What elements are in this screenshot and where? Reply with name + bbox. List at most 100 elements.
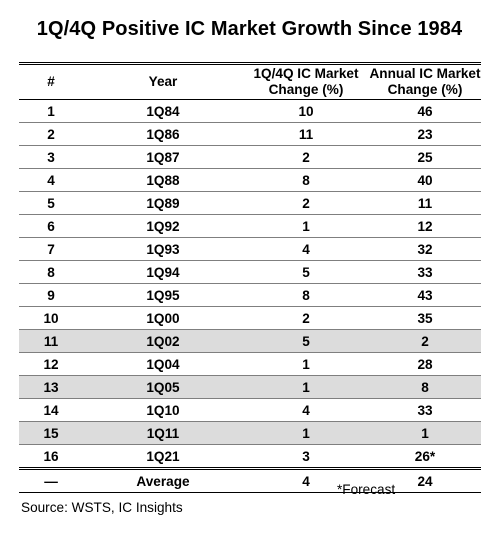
- forecast-footnote: *Forecast: [337, 482, 396, 497]
- row-annual-change-cell: 2: [369, 329, 481, 353]
- table-row: 16 1Q21 3 26*: [19, 444, 481, 470]
- row-quarter-change-cell: 5: [243, 260, 369, 284]
- row-year-cell: 1Q84: [83, 99, 243, 123]
- row-quarter-change-cell: 11: [243, 122, 369, 146]
- header-year: Year: [83, 63, 243, 100]
- row-annual-change-cell: 43: [369, 283, 481, 307]
- row-year-cell: 1Q04: [83, 352, 243, 376]
- header-quarter-change-line2: Change (%): [268, 82, 344, 97]
- row-quarter-change-cell: 1: [243, 375, 369, 399]
- row-num-cell: 7: [19, 237, 83, 261]
- row-year-cell: 1Q94: [83, 260, 243, 284]
- average-row: — Average 4 24: [19, 468, 481, 493]
- row-num-cell: 1: [19, 99, 83, 123]
- row-year-cell: 1Q92: [83, 214, 243, 238]
- average-quarter-change-cell: 4: [243, 468, 369, 493]
- row-annual-change-cell: 12: [369, 214, 481, 238]
- table-body: 1 1Q84 10 46 2 1Q86 11 23 3 1Q87 2 25 4 1Q88 8 40 5 1Q89 2…: [19, 99, 481, 470]
- table-row: 14 1Q10 4 33: [19, 398, 481, 422]
- table-row: 8 1Q94 5 33: [19, 260, 481, 284]
- row-num-cell: 8: [19, 260, 83, 284]
- table-row: 12 1Q04 1 28: [19, 352, 481, 376]
- row-annual-change-cell: 33: [369, 260, 481, 284]
- row-num-cell: 14: [19, 398, 83, 422]
- row-quarter-change-cell: 10: [243, 99, 369, 123]
- row-year-cell: 1Q88: [83, 168, 243, 192]
- row-year-cell: 1Q95: [83, 283, 243, 307]
- row-annual-change-cell: 28: [369, 352, 481, 376]
- table-row: 4 1Q88 8 40: [19, 168, 481, 192]
- row-quarter-change-cell: 8: [243, 168, 369, 192]
- table-row: 6 1Q92 1 12: [19, 214, 481, 238]
- row-num-cell: 15: [19, 421, 83, 445]
- header-quarter-change: 1Q/4Q IC Market Change (%): [243, 63, 369, 100]
- row-year-cell: 1Q00: [83, 306, 243, 330]
- row-quarter-change-cell: 1: [243, 214, 369, 238]
- header-quarter-change-line1: 1Q/4Q IC Market: [253, 66, 359, 81]
- row-num-cell: 3: [19, 145, 83, 169]
- ic-growth-table: # Year 1Q/4Q IC Market Change (%) Annual…: [19, 62, 481, 493]
- row-annual-change-cell: 40: [369, 168, 481, 192]
- row-quarter-change-cell: 3: [243, 444, 369, 470]
- row-num-cell: 11: [19, 329, 83, 353]
- row-quarter-change-cell: 4: [243, 237, 369, 261]
- average-label-cell: Average: [83, 468, 243, 493]
- row-year-cell: 1Q05: [83, 375, 243, 399]
- header-annual-change: Annual IC Market Change (%): [369, 63, 481, 100]
- row-annual-change-cell: 46: [369, 99, 481, 123]
- row-year-cell: 1Q10: [83, 398, 243, 422]
- table-row: 10 1Q00 2 35: [19, 306, 481, 330]
- row-num-cell: 10: [19, 306, 83, 330]
- table-row: 15 1Q11 1 1: [19, 421, 481, 445]
- table-row: 7 1Q93 4 32: [19, 237, 481, 261]
- table-row: 2 1Q86 11 23: [19, 122, 481, 146]
- row-annual-change-cell: 23: [369, 122, 481, 146]
- table-row: 13 1Q05 1 8: [19, 375, 481, 399]
- row-num-cell: 5: [19, 191, 83, 215]
- row-quarter-change-cell: 2: [243, 145, 369, 169]
- row-year-cell: 1Q87: [83, 145, 243, 169]
- row-quarter-change-cell: 2: [243, 191, 369, 215]
- row-annual-change-cell: 8: [369, 375, 481, 399]
- row-annual-change-cell: 35: [369, 306, 481, 330]
- table-row: 5 1Q89 2 11: [19, 191, 481, 215]
- row-quarter-change-cell: 5: [243, 329, 369, 353]
- table-header-row: # Year 1Q/4Q IC Market Change (%) Annual…: [19, 63, 481, 100]
- row-quarter-change-cell: 1: [243, 352, 369, 376]
- row-quarter-change-cell: 4: [243, 398, 369, 422]
- row-num-cell: 13: [19, 375, 83, 399]
- table-row: 1 1Q84 10 46: [19, 99, 481, 123]
- source-note: Source: WSTS, IC Insights: [21, 500, 183, 515]
- row-annual-change-cell: 1: [369, 421, 481, 445]
- row-num-cell: 16: [19, 444, 83, 470]
- row-num-cell: 2: [19, 122, 83, 146]
- row-quarter-change-cell: 2: [243, 306, 369, 330]
- row-year-cell: 1Q21: [83, 444, 243, 470]
- row-year-cell: 1Q89: [83, 191, 243, 215]
- table-row: 9 1Q95 8 43: [19, 283, 481, 307]
- header-annual-change-line2: Change (%): [387, 82, 463, 97]
- row-year-cell: 1Q11: [83, 421, 243, 445]
- row-num-cell: 9: [19, 283, 83, 307]
- row-annual-change-cell: 11: [369, 191, 481, 215]
- row-annual-change-cell: 32: [369, 237, 481, 261]
- chart-title: 1Q/4Q Positive IC Market Growth Since 19…: [36, 18, 463, 40]
- row-year-cell: 1Q93: [83, 237, 243, 261]
- data-table-container: # Year 1Q/4Q IC Market Change (%) Annual…: [19, 62, 481, 493]
- row-num-cell: 12: [19, 352, 83, 376]
- row-num-cell: 6: [19, 214, 83, 238]
- average-num-cell: —: [19, 468, 83, 493]
- average-annual-change-cell: 24: [369, 468, 481, 493]
- table-row: 11 1Q02 5 2: [19, 329, 481, 353]
- row-num-cell: 4: [19, 168, 83, 192]
- row-annual-change-cell: 26*: [369, 444, 481, 470]
- row-year-cell: 1Q02: [83, 329, 243, 353]
- row-annual-change-cell: 25: [369, 145, 481, 169]
- table-row: 3 1Q87 2 25: [19, 145, 481, 169]
- header-num: #: [19, 63, 83, 100]
- row-year-cell: 1Q86: [83, 122, 243, 146]
- row-annual-change-cell: 33: [369, 398, 481, 422]
- row-quarter-change-cell: 1: [243, 421, 369, 445]
- row-quarter-change-cell: 8: [243, 283, 369, 307]
- header-annual-change-line1: Annual IC Market: [369, 66, 481, 81]
